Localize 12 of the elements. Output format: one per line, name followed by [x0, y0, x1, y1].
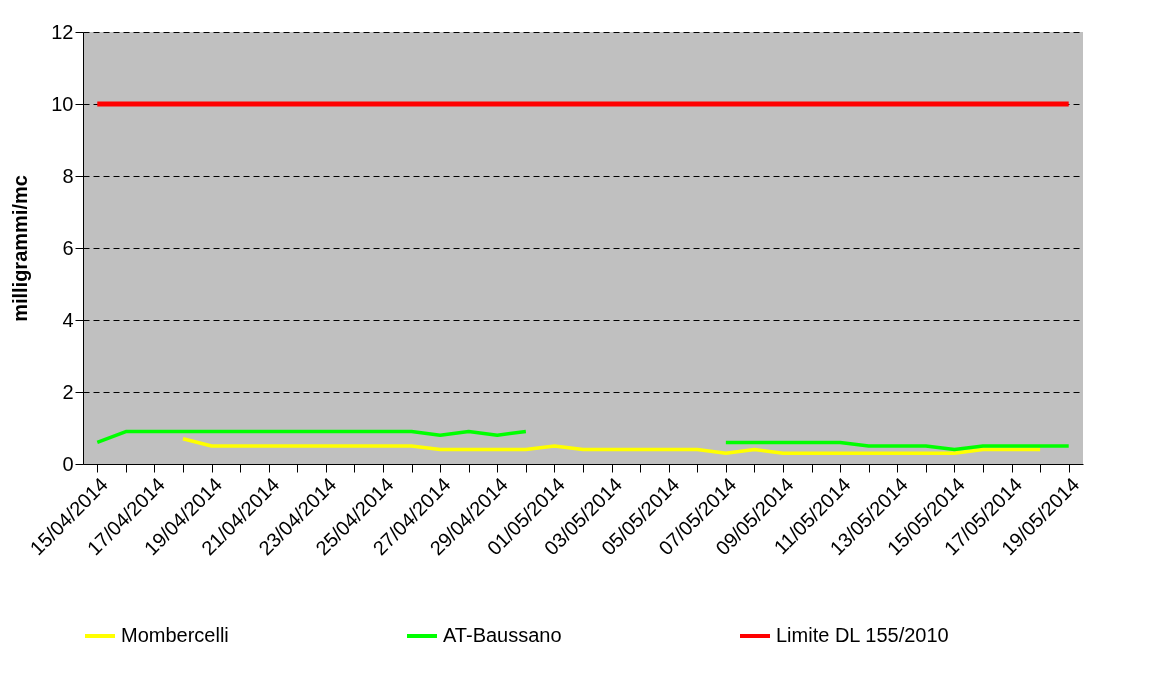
y-tick-label: 12 — [51, 20, 74, 43]
y-tick-label: 10 — [51, 92, 74, 115]
y-tick-label: 8 — [62, 164, 74, 187]
y-tick-label: 0 — [62, 452, 74, 475]
y-tick-label: 2 — [62, 380, 74, 403]
line-series — [181, 437, 1042, 455]
legend-label: Limite DL 155/2010 — [776, 624, 949, 646]
y-tick-label: 4 — [62, 308, 74, 331]
legend-label: Mombercelli — [121, 624, 229, 646]
y-axis-title: milligrammi/mc — [9, 175, 32, 322]
legend-label: AT-Baussano — [443, 624, 562, 646]
y-tick-label: 6 — [62, 236, 74, 259]
